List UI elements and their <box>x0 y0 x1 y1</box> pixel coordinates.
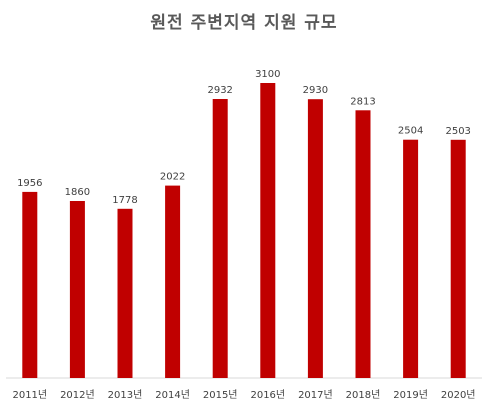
bar-2019년 <box>403 139 419 378</box>
bar-2017년 <box>307 99 323 378</box>
x-tick-label-2016년: 2016년 <box>250 389 285 401</box>
chart-title: 원전 주변지역 지원 규모 <box>150 13 338 33</box>
x-tick-label-2020년: 2020년 <box>441 389 476 401</box>
bars-group <box>22 83 466 379</box>
x-tick-label-2011년: 2011년 <box>12 389 47 401</box>
value-label-2018년: 2813 <box>350 96 375 107</box>
x-tick-label-2013년: 2013년 <box>108 389 143 401</box>
value-label-2013년: 1778 <box>112 195 137 206</box>
x-tick-label-2017년: 2017년 <box>298 389 333 401</box>
value-label-2012년: 1860 <box>65 187 90 198</box>
value-label-2015년: 2932 <box>207 85 232 96</box>
bar-2011년 <box>22 191 38 378</box>
bar-2013년 <box>117 208 133 378</box>
value-label-2017년: 2930 <box>303 85 328 96</box>
bar-2012년 <box>69 201 85 378</box>
x-tick-labels-group: 2011년 2012년 2013년 2014년 2015년 2016년 2017년 2018년… <box>12 389 475 401</box>
bar-2018년 <box>355 110 371 379</box>
value-label-2011년: 1956 <box>17 178 42 189</box>
bar-2016년 <box>260 83 276 378</box>
value-label-2020년: 2503 <box>445 126 470 137</box>
x-tick-label-2018년: 2018년 <box>346 389 381 401</box>
bar-2014년 <box>165 185 181 378</box>
value-labels-group: 1956 1860 1778 2022 2932 3100 2930 2813 2504 2503 <box>17 69 471 206</box>
x-tick-label-2014년: 2014년 <box>155 389 190 401</box>
value-label-2016년: 3100 <box>255 69 280 80</box>
value-label-2019년: 2504 <box>398 126 423 137</box>
bar-2015년 <box>212 99 228 378</box>
x-tick-label-2012년: 2012년 <box>60 389 95 401</box>
x-tick-label-2019년: 2019년 <box>393 389 428 401</box>
value-label-2014년: 2022 <box>160 172 185 183</box>
bar-2020년 <box>450 139 466 378</box>
x-tick-label-2015년: 2015년 <box>203 389 238 401</box>
